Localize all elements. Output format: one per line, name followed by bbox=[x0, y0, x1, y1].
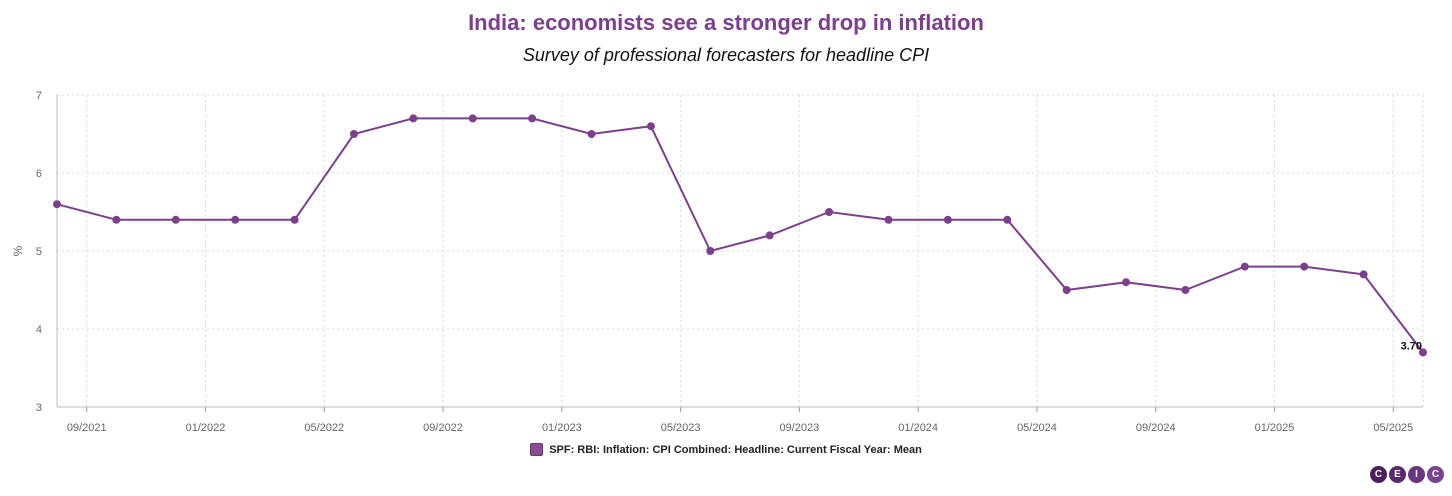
data-point bbox=[1003, 215, 1012, 224]
data-point bbox=[409, 114, 418, 123]
data-point bbox=[1300, 262, 1309, 271]
legend-label: SPF: RBI: Inflation: CPI Combined: Headl… bbox=[549, 443, 922, 456]
y-axis-label: % bbox=[11, 245, 25, 256]
legend[interactable]: SPF: RBI: Inflation: CPI Combined: Headl… bbox=[0, 443, 1452, 456]
x-tick-label: 09/2021 bbox=[67, 422, 107, 434]
data-point bbox=[1419, 348, 1427, 357]
x-tick-label: 01/2023 bbox=[542, 422, 582, 434]
data-point bbox=[468, 114, 477, 123]
logo-letter: E bbox=[1389, 466, 1406, 483]
data-point bbox=[765, 231, 774, 240]
x-tick-label: 09/2024 bbox=[1136, 422, 1176, 434]
data-point bbox=[884, 215, 893, 224]
data-point bbox=[587, 130, 596, 138]
ceic-logo: C E I C bbox=[1370, 466, 1444, 483]
last-value-label: 3.70 bbox=[1401, 340, 1422, 352]
data-point bbox=[943, 215, 952, 224]
y-tick-label: 6 bbox=[36, 168, 42, 180]
logo-letter: I bbox=[1408, 466, 1425, 483]
logo-letter: C bbox=[1427, 466, 1444, 483]
x-tick-label: 05/2025 bbox=[1373, 422, 1413, 434]
y-tick-label: 7 bbox=[36, 90, 42, 102]
logo-letter: C bbox=[1370, 466, 1387, 483]
data-point bbox=[825, 208, 834, 216]
data-point bbox=[1122, 278, 1131, 287]
y-tick-label: 3 bbox=[36, 402, 42, 414]
data-point bbox=[112, 215, 121, 224]
data-point bbox=[290, 215, 299, 224]
x-tick-label: 01/2024 bbox=[898, 422, 938, 434]
x-tick-label: 01/2022 bbox=[186, 422, 226, 434]
data-point bbox=[646, 122, 655, 131]
data-point bbox=[528, 114, 537, 123]
chart-subtitle: Survey of professional forecasters for h… bbox=[522, 45, 930, 65]
y-tick-label: 4 bbox=[36, 324, 42, 336]
x-tick-label: 05/2023 bbox=[661, 422, 701, 434]
data-point bbox=[706, 247, 715, 255]
data-point bbox=[1062, 286, 1071, 294]
x-tick-label: 01/2025 bbox=[1255, 422, 1295, 434]
x-tick-label: 09/2023 bbox=[780, 422, 820, 434]
x-tick-label: 05/2022 bbox=[304, 422, 344, 434]
chart-title: India: economists see a stronger drop in… bbox=[468, 10, 984, 35]
data-point bbox=[1359, 270, 1368, 279]
x-tick-label: 05/2024 bbox=[1017, 422, 1057, 434]
data-point bbox=[53, 200, 61, 209]
data-point bbox=[1181, 286, 1190, 294]
data-point bbox=[171, 215, 180, 224]
legend-swatch bbox=[530, 443, 544, 456]
data-point bbox=[231, 215, 240, 224]
series-line bbox=[56, 117, 1424, 354]
data-point bbox=[349, 130, 358, 138]
data-point bbox=[1240, 262, 1249, 271]
y-tick-label: 5 bbox=[36, 246, 42, 258]
x-tick-label: 09/2022 bbox=[423, 422, 463, 434]
